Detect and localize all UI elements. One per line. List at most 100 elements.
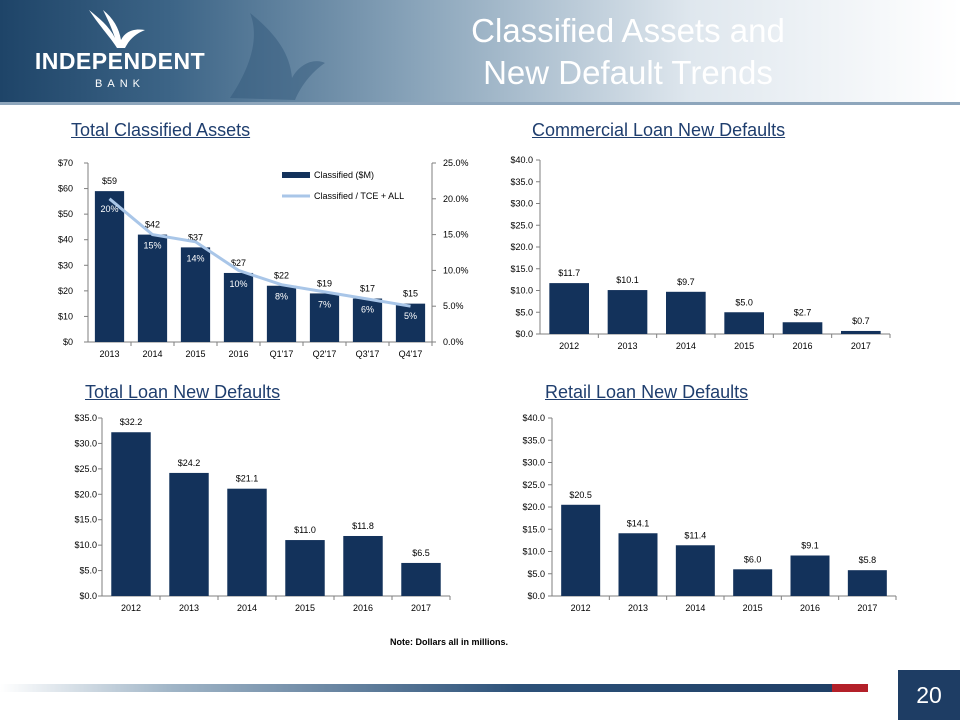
- bar-value-label: $6.5: [412, 548, 430, 558]
- slide-title-line-1: Classified Assets and: [471, 12, 785, 49]
- legend-swatch-classified: [282, 172, 310, 178]
- y-tick-label: $10.0: [74, 540, 97, 550]
- legend-label-ratio: Classified / TCE + ALL: [314, 191, 404, 201]
- y-tick-label: $5.0: [515, 307, 533, 317]
- ratio-value-label: 20%: [100, 204, 118, 214]
- ratio-value-label: 7%: [318, 299, 331, 309]
- chart-title-total-loan-new-defaults: Total Loan New Defaults: [85, 382, 281, 402]
- y-tick-label: $20.0: [510, 242, 533, 252]
- bar: [618, 533, 658, 596]
- bar-value-label: $0.7: [852, 316, 870, 326]
- y-tick-label: $70: [58, 158, 73, 168]
- y-tick-label: $25.0: [74, 464, 97, 474]
- bar: [724, 312, 764, 334]
- footer-bar: [0, 684, 868, 692]
- ratio-value-label: 10%: [229, 279, 247, 289]
- bar: [733, 569, 773, 596]
- ratio-value-label: 6%: [361, 305, 374, 315]
- slide-title: Classified Assets and New Default Trends: [400, 10, 856, 94]
- bar-value-label: $6.0: [744, 554, 762, 564]
- chart-title-retail-loan-new-defaults: Retail Loan New Defaults: [545, 382, 749, 402]
- y-tick-label: $0.0: [515, 329, 533, 339]
- bar-value-label: $42: [145, 220, 160, 230]
- bar-value-label: $14.1: [627, 518, 650, 528]
- bar-value-label: $15: [403, 289, 418, 299]
- ratio-value-label: 8%: [275, 292, 288, 302]
- x-tick-label: Q1'17: [270, 349, 294, 359]
- bar: [169, 472, 209, 596]
- bar-value-label: $9.7: [677, 277, 695, 287]
- y2-tick-label: 20.0%: [443, 194, 469, 204]
- bar-value-label: $11.0: [294, 525, 316, 535]
- y-tick-label: $25.0: [510, 220, 533, 230]
- slide-header: [0, 0, 960, 102]
- y-tick-label: $10.0: [522, 547, 545, 557]
- bar: [227, 488, 267, 596]
- bar: [666, 291, 706, 334]
- x-tick-label: 2012: [571, 603, 591, 613]
- bar: [343, 535, 383, 596]
- x-tick-label: 2016: [800, 603, 820, 613]
- bar-value-label: $5.8: [859, 555, 877, 565]
- bar: [782, 322, 823, 334]
- bar: [847, 570, 887, 596]
- y-tick-label: $35.0: [522, 435, 545, 445]
- y-tick-label: $0: [63, 337, 73, 347]
- x-tick-label: 2012: [559, 341, 579, 351]
- y-tick-label: $30: [58, 260, 73, 270]
- bar-value-label: $27: [231, 258, 246, 268]
- eagle-logo-icon: [89, 10, 145, 48]
- y-tick-label: $20.0: [522, 502, 545, 512]
- bar-value-label: $17: [360, 284, 375, 294]
- footnote: Note: Dollars all in millions.: [390, 637, 509, 647]
- bar-value-label: $11.8: [352, 521, 374, 531]
- y-tick-label: $50: [58, 209, 73, 219]
- y2-tick-label: 10.0%: [443, 265, 469, 275]
- y-tick-label: $5.0: [527, 569, 545, 579]
- bar: [137, 234, 168, 342]
- logo-wordmark: INDEPENDENT: [34, 48, 206, 74]
- y-tick-label: $10.0: [510, 286, 533, 296]
- bar: [94, 191, 125, 342]
- x-tick-label: 2017: [857, 603, 877, 613]
- bar-value-label: $11.4: [684, 530, 706, 540]
- y2-tick-label: 5.0%: [443, 301, 464, 311]
- x-tick-label: 2013: [99, 349, 119, 359]
- x-tick-label: 2016: [353, 603, 373, 613]
- bar: [223, 272, 254, 342]
- x-tick-label: 2015: [734, 341, 754, 351]
- bar-value-label: $37: [188, 232, 203, 242]
- x-tick-label: Q2'17: [313, 349, 337, 359]
- y-tick-label: $40: [58, 235, 73, 245]
- bar-value-label: $11.7: [558, 268, 580, 278]
- y-tick-label: $5.0: [79, 566, 97, 576]
- x-tick-label: 2013: [617, 341, 637, 351]
- bar-value-label: $20.5: [569, 490, 592, 500]
- chart-title-total-classified-assets: Total Classified Assets: [71, 120, 251, 140]
- y2-tick-label: 0.0%: [443, 337, 464, 347]
- x-tick-label: Q4'17: [399, 349, 423, 359]
- x-tick-label: 2017: [411, 603, 431, 613]
- y-tick-label: $35.0: [74, 413, 97, 423]
- ratio-line: [108, 197, 411, 308]
- x-tick-label: 2015: [743, 603, 763, 613]
- bar-value-label: $24.2: [178, 458, 201, 468]
- y-tick-label: $40.0: [522, 413, 545, 423]
- y-tick-label: $60: [58, 184, 73, 194]
- bar: [395, 303, 426, 342]
- x-tick-label: 2014: [237, 603, 257, 613]
- x-tick-label: 2016: [228, 349, 248, 359]
- x-tick-label: 2012: [121, 603, 141, 613]
- x-tick-label: 2014: [676, 341, 696, 351]
- page-number: 20: [898, 670, 960, 720]
- bar: [180, 247, 211, 342]
- bar-value-label: $59: [102, 176, 117, 186]
- bar-value-label: $2.7: [794, 307, 812, 317]
- bar-value-label: $32.2: [120, 417, 143, 427]
- bar: [401, 562, 441, 596]
- bar-value-label: $21.1: [236, 474, 259, 484]
- bar-value-label: $9.1: [801, 541, 819, 551]
- legend-label-classified: Classified ($M): [314, 170, 374, 180]
